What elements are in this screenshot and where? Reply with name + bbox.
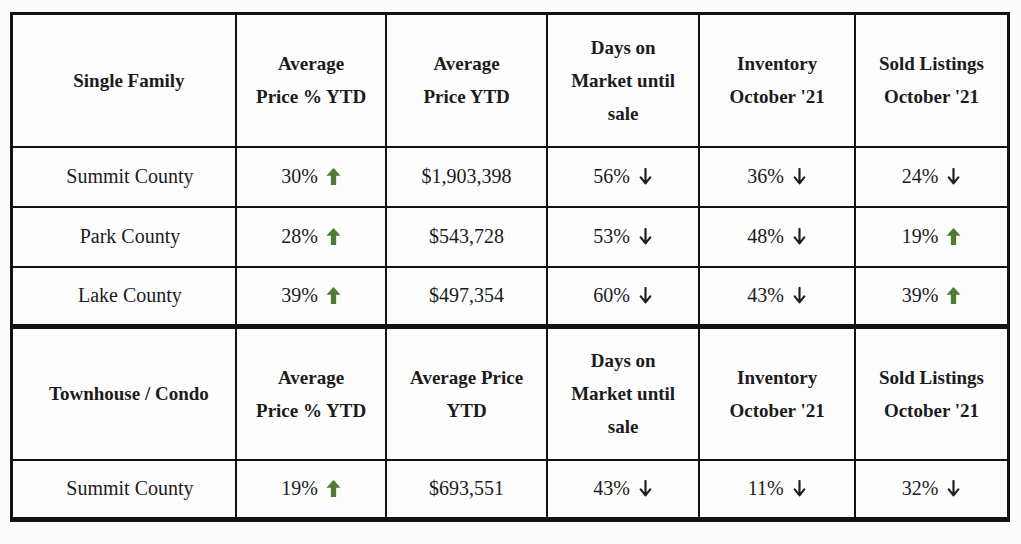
cell-days-on-market: 60% [547,267,700,327]
trend-arrow-icon [326,165,341,188]
section-title-single-family: Single Family [12,14,236,147]
section-header-row-townhouse-condo: Townhouse / Condo Average Price % YTD Av… [12,327,1009,460]
column-header-inventory: Inventory October '21 [699,327,855,460]
column-header-avg-price-pct: Average Price % YTD [236,327,387,460]
arrow-up-icon [326,228,341,245]
arrow-down-icon [638,228,653,245]
arrow-up-icon [326,287,341,304]
arrow-up-icon [326,168,341,185]
trend-arrow-icon [792,225,807,248]
section-title-townhouse-condo: Townhouse / Condo [12,327,236,460]
market-stats-table: Single Family Average Price % YTD Averag… [10,12,1010,522]
table-row-park-county-sf: Park County 28% $543,728 53% 48% 19% [12,207,1009,267]
cell-days-on-market: 56% [547,147,700,207]
arrow-up-icon [326,480,341,497]
trend-arrow-icon [326,225,341,248]
cell-value: 19% [281,477,318,499]
cell-avg-price-pct: 19% [236,460,387,520]
column-header-avg-price-pct: Average Price % YTD [236,14,387,147]
column-header-sold-listings: Sold Listings October '21 [855,14,1009,147]
cell-sold-listings: 32% [855,460,1009,520]
market-stats-table-wrap: Single Family Average Price % YTD Averag… [10,12,1010,522]
column-header-avg-price-ytd: Average Price YTD [386,327,547,460]
trend-arrow-icon [946,284,961,307]
cell-sold-listings: 19% [855,207,1009,267]
trend-arrow-icon [638,284,653,307]
county-name: Park County [12,207,236,267]
column-header-days-on-market: Days on Market until sale [547,14,700,147]
cell-value: 43% [593,477,630,499]
arrow-down-icon [638,480,653,497]
arrow-down-icon [792,168,807,185]
cell-value: 32% [902,477,939,499]
cell-value: 48% [747,225,784,247]
county-name: Summit County [12,460,236,520]
cell-inventory: 43% [699,267,855,327]
cell-value: 53% [593,225,630,247]
cell-value: 19% [902,225,939,247]
cell-avg-price-pct: 30% [236,147,387,207]
cell-inventory: 36% [699,147,855,207]
trend-arrow-icon [638,477,653,500]
cell-inventory: 48% [699,207,855,267]
table-row-summit-county-sf: Summit County 30% $1,903,398 56% 36% 24% [12,147,1009,207]
trend-arrow-icon [946,477,961,500]
trend-arrow-icon [638,165,653,188]
cell-value: 24% [902,165,939,187]
cell-value: 28% [281,225,318,247]
trend-arrow-icon [326,477,341,500]
arrow-up-icon [946,287,961,304]
cell-avg-price-ytd: $693,551 [386,460,547,520]
cell-sold-listings: 24% [855,147,1009,207]
cell-avg-price-pct: 39% [236,267,387,327]
trend-arrow-icon [946,165,961,188]
arrow-down-icon [792,287,807,304]
cell-sold-listings: 39% [855,267,1009,327]
trend-arrow-icon [792,284,807,307]
trend-arrow-icon [792,165,807,188]
column-header-avg-price-ytd: Average Price YTD [386,14,547,147]
cell-avg-price-pct: 28% [236,207,387,267]
trend-arrow-icon [792,477,807,500]
cell-avg-price-ytd: $497,354 [386,267,547,327]
trend-arrow-icon [946,225,961,248]
arrow-down-icon [638,168,653,185]
table-row-lake-county-sf: Lake County 39% $497,354 60% 43% 39% [12,267,1009,327]
cell-days-on-market: 53% [547,207,700,267]
county-name: Lake County [12,267,236,327]
column-header-sold-listings: Sold Listings October '21 [855,327,1009,460]
column-header-days-on-market: Days on Market until sale [547,327,700,460]
cell-value: 60% [593,284,630,306]
cell-value: 56% [593,165,630,187]
arrow-down-icon [946,168,961,185]
cell-value: 36% [747,165,784,187]
trend-arrow-icon [638,225,653,248]
column-header-inventory: Inventory October '21 [699,14,855,147]
cell-avg-price-ytd: $543,728 [386,207,547,267]
cell-value: 11% [748,477,784,499]
section-header-row-single-family: Single Family Average Price % YTD Averag… [12,14,1009,147]
cell-days-on-market: 43% [547,460,700,520]
table-row-summit-county-condo: Summit County 19% $693,551 43% 11% 32% [12,460,1009,520]
cell-value: 30% [281,165,318,187]
arrow-up-icon [946,228,961,245]
county-name: Summit County [12,147,236,207]
arrow-down-icon [946,480,961,497]
arrow-down-icon [638,287,653,304]
trend-arrow-icon [326,284,341,307]
cell-inventory: 11% [699,460,855,520]
cell-value: 43% [747,284,784,306]
cell-avg-price-ytd: $1,903,398 [386,147,547,207]
cell-value: 39% [902,284,939,306]
cell-value: 39% [281,284,318,306]
arrow-down-icon [792,228,807,245]
arrow-down-icon [792,480,807,497]
